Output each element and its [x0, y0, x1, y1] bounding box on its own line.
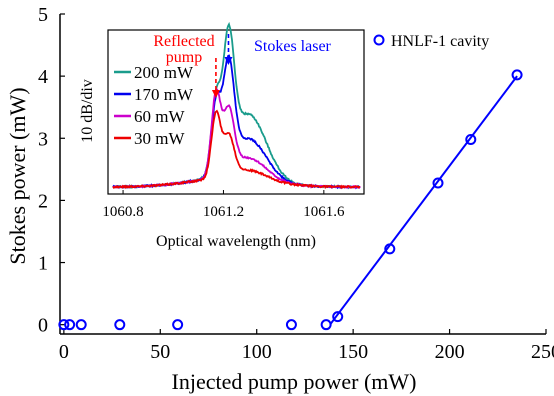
annotation-pump-line1: Reflected: [153, 33, 214, 50]
fit-line: [329, 75, 518, 326]
data-point: [432, 177, 444, 189]
y-tick-label: 2: [38, 190, 48, 212]
inset-x-tick-label: 1060.8: [102, 204, 143, 220]
data-point: [465, 134, 477, 146]
y-tick-label: 1: [38, 253, 48, 275]
x-tick-label: 0: [59, 341, 69, 363]
inset-x-tick-label: 1061.2: [203, 204, 244, 220]
y-tick-label: 5: [38, 4, 48, 26]
annotation-reflected-pump: Reflected pump: [153, 33, 220, 98]
data-point: [332, 311, 344, 323]
main-legend: HNLF-1 cavity: [373, 33, 489, 50]
data-point: [172, 319, 184, 331]
pump-arrow-head: [211, 90, 220, 98]
data-point: [384, 243, 396, 255]
data-point: [58, 319, 70, 331]
main-plot: 0 50 100 150 200 250 0 1 2 3 4 5 Injected pump pow…: [5, 4, 554, 394]
main-y-ticks: 0 1 2 3 4 5: [38, 4, 65, 337]
x-tick-label: 200: [435, 341, 465, 363]
legend-label: HNLF-1 cavity: [391, 33, 489, 50]
main-x-axis-label: Injected pump power (mW): [172, 369, 417, 394]
data-point: [320, 319, 332, 331]
inset-x-axis-label: Optical wavelength (nm): [156, 233, 316, 250]
y-tick-label: 4: [38, 66, 48, 88]
inset-legend-label: 30 mW: [134, 129, 185, 148]
main-y-axis-label: Stokes power (mW): [5, 87, 30, 264]
y-tick-label: 3: [38, 128, 48, 150]
inset-legend-label: 170 mW: [134, 85, 194, 104]
data-point: [511, 69, 523, 81]
x-tick-label: 100: [242, 341, 272, 363]
inset-x-ticks: 1060.8 1061.2 1061.6: [102, 190, 345, 220]
inset-plot: 1060.8 1061.2 1061.6 200 mW 170 mW 60 mW 30 m…: [79, 21, 365, 250]
annotation-stokes-laser: Stokes laser: [224, 34, 332, 65]
data-point: [64, 319, 76, 331]
x-tick-label: 250: [531, 341, 554, 363]
spectrum-line: [112, 109, 361, 190]
inset-spectra: [112, 21, 361, 190]
y-tick-label: 0: [38, 315, 48, 337]
annotation-pump-line2: pump: [166, 49, 202, 66]
inset-x-tick-label: 1061.6: [303, 204, 345, 220]
data-point: [285, 319, 297, 331]
stokes-arrow-head: [224, 57, 233, 65]
data-point: [114, 319, 126, 331]
legend-marker: [373, 34, 385, 46]
inset-legend: 200 mW 170 mW 60 mW 30 mW: [114, 63, 194, 148]
inset-legend-label: 60 mW: [134, 107, 185, 126]
data-point: [75, 319, 87, 331]
annotation-stokes-text: Stokes laser: [254, 38, 332, 55]
x-tick-label: 50: [150, 341, 170, 363]
data-points: [58, 69, 523, 331]
main-x-ticks: 0 50 100 150 200 250: [59, 329, 554, 363]
inset-legend-label: 200 mW: [134, 63, 194, 82]
x-tick-label: 150: [338, 341, 368, 363]
inset-y-axis-label: 10 dB/div: [79, 79, 96, 143]
